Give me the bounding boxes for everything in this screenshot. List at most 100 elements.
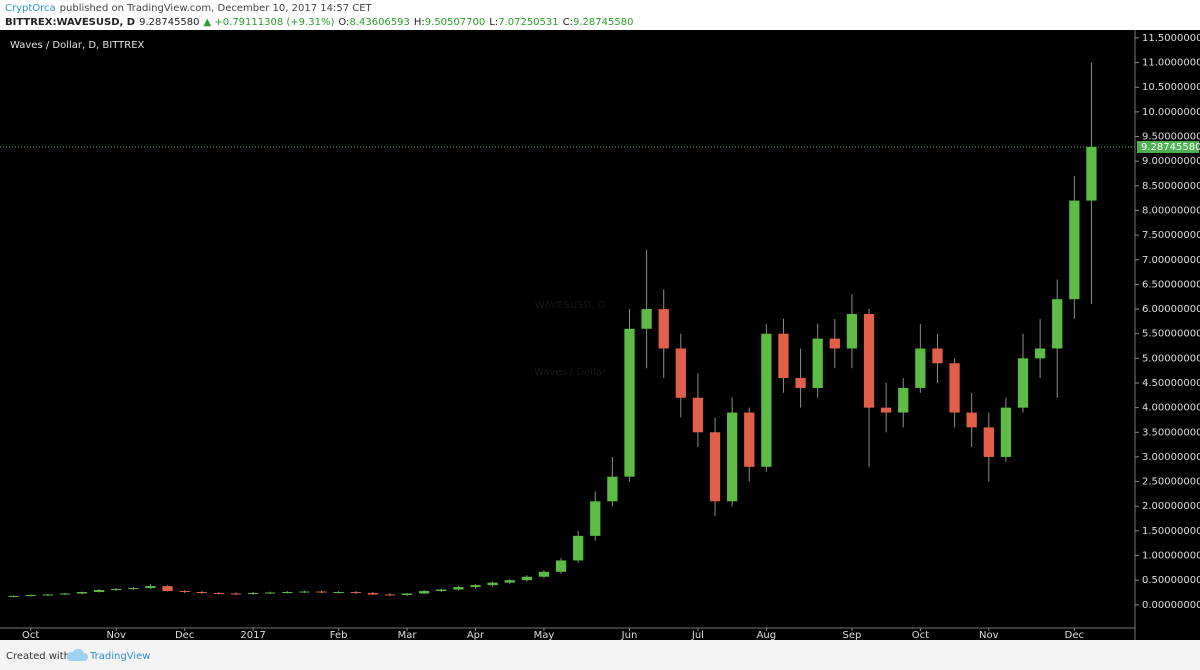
candle-body (573, 535, 584, 561)
candle-body (590, 501, 601, 536)
y-tick-label: 6.00000000 (1142, 304, 1200, 315)
y-tick-label: 4.00000000 (1142, 403, 1200, 414)
y-tick-label: 2.50000000 (1142, 477, 1200, 488)
y-tick-label: 5.50000000 (1142, 329, 1200, 340)
candle-body (504, 580, 515, 583)
last-price-label: 9.28745580 (1141, 142, 1200, 153)
h: 9.50507700 (425, 17, 485, 28)
y-tick-label: 5.00000000 (1142, 353, 1200, 364)
candle-body (436, 589, 447, 592)
candle-body (42, 594, 53, 596)
candle-body (932, 348, 943, 364)
candle-body (727, 412, 738, 502)
candle-body (470, 585, 481, 588)
candle-body (111, 589, 122, 591)
candle-body (1000, 407, 1012, 457)
header-line-1: CryptOrca published on TradingView.com, D… (5, 3, 373, 14)
x-tick-label: Mar (398, 630, 418, 641)
candle-body (487, 582, 498, 586)
candle-body (1034, 348, 1046, 359)
x-tick-label: 2017 (240, 630, 265, 641)
x-tick-label: Oct (912, 630, 929, 641)
candle-body (213, 592, 224, 594)
header-bg (0, 0, 1200, 30)
o: 8.43606593 (349, 17, 409, 28)
candle-body (145, 586, 156, 589)
y-tick-label: 2.00000000 (1142, 501, 1200, 512)
candle-body (162, 586, 173, 592)
y-tick-label: 3.50000000 (1142, 427, 1200, 438)
candle-body (76, 592, 88, 594)
candle-body (59, 593, 71, 595)
candle-body (898, 387, 909, 413)
x-tick-label: Jul (691, 630, 704, 641)
y-tick-label: 1.00000000 (1142, 551, 1200, 562)
y-tick-label: 1.50000000 (1142, 526, 1200, 537)
candle-body (538, 571, 550, 577)
y-tick-label: 11.00000000 (1142, 58, 1200, 69)
x-tick-label: Nov (106, 630, 126, 641)
c-label: C: (563, 17, 573, 28)
price: 9.28745580 (139, 17, 199, 28)
x-tick-label: Dec (1065, 630, 1084, 641)
published: published on TradingView.com, December 1… (60, 3, 373, 14)
candle-body (846, 313, 858, 349)
candle-body (247, 592, 259, 594)
footer-created: Created with (6, 651, 70, 662)
candle-body (795, 378, 806, 388)
candle-body (1069, 200, 1080, 300)
candle-body (966, 412, 977, 428)
footer-brand[interactable]: TradingView (89, 651, 150, 662)
h-label: H: (414, 17, 425, 28)
candle-body (778, 333, 789, 379)
x-tick-label: Oct (22, 630, 39, 641)
candle-body (128, 588, 139, 590)
candle-body (196, 592, 207, 594)
candle-body (1052, 299, 1063, 349)
c: 9.28745580 (573, 17, 633, 28)
y-tick-label: 7.00000000 (1142, 255, 1200, 266)
candle-body (179, 591, 190, 593)
candle-body (555, 560, 567, 572)
footer: Created with TradingView (6, 648, 150, 662)
watermark: WAVESUSD, D (535, 300, 606, 311)
author[interactable]: CryptOrca (5, 3, 56, 14)
candle-body (829, 338, 840, 349)
candle-body (1017, 358, 1029, 408)
y-tick-label: 9.50000000 (1142, 132, 1200, 143)
candle-body (692, 397, 704, 433)
y-tick-label: 7.50000000 (1142, 230, 1200, 241)
o-label: O: (338, 17, 349, 28)
y-tick-label: 0.50000000 (1142, 575, 1200, 586)
y-tick-label: 10.50000000 (1142, 82, 1200, 93)
candle-body (915, 348, 926, 388)
candle-body (949, 363, 960, 413)
y-tick-label: 0.00000000 (1142, 600, 1200, 611)
y-tick-label: 11.50000000 (1142, 33, 1200, 44)
last-price-box (1137, 140, 1199, 153)
x-tick-label: Feb (330, 630, 348, 641)
candle-body (265, 592, 276, 594)
chart-bg (0, 30, 1200, 640)
x-tick-label: Aug (757, 630, 777, 641)
candle-body (93, 590, 105, 593)
symbol: BITTREX:WAVESUSD, D (5, 17, 135, 28)
candle-body (25, 594, 36, 596)
candle-body (983, 427, 994, 457)
candle-body (709, 432, 721, 502)
x-tick-label: Dec (175, 630, 194, 641)
y-tick-label: 8.50000000 (1142, 181, 1200, 192)
chart-title: Waves / Dollar, D, BITTREX (10, 40, 145, 51)
y-tick-label: 4.50000000 (1142, 378, 1200, 389)
l: 7.07250531 (498, 17, 558, 28)
candle-body (812, 338, 823, 388)
y-tick-label: 3.00000000 (1142, 452, 1200, 463)
footer-bg (0, 640, 1200, 670)
y-tick-label: 6.50000000 (1142, 279, 1200, 290)
candle-body (744, 412, 755, 467)
x-tick-label: Nov (979, 630, 999, 641)
candle-body (675, 348, 686, 398)
candle-body (761, 333, 772, 467)
